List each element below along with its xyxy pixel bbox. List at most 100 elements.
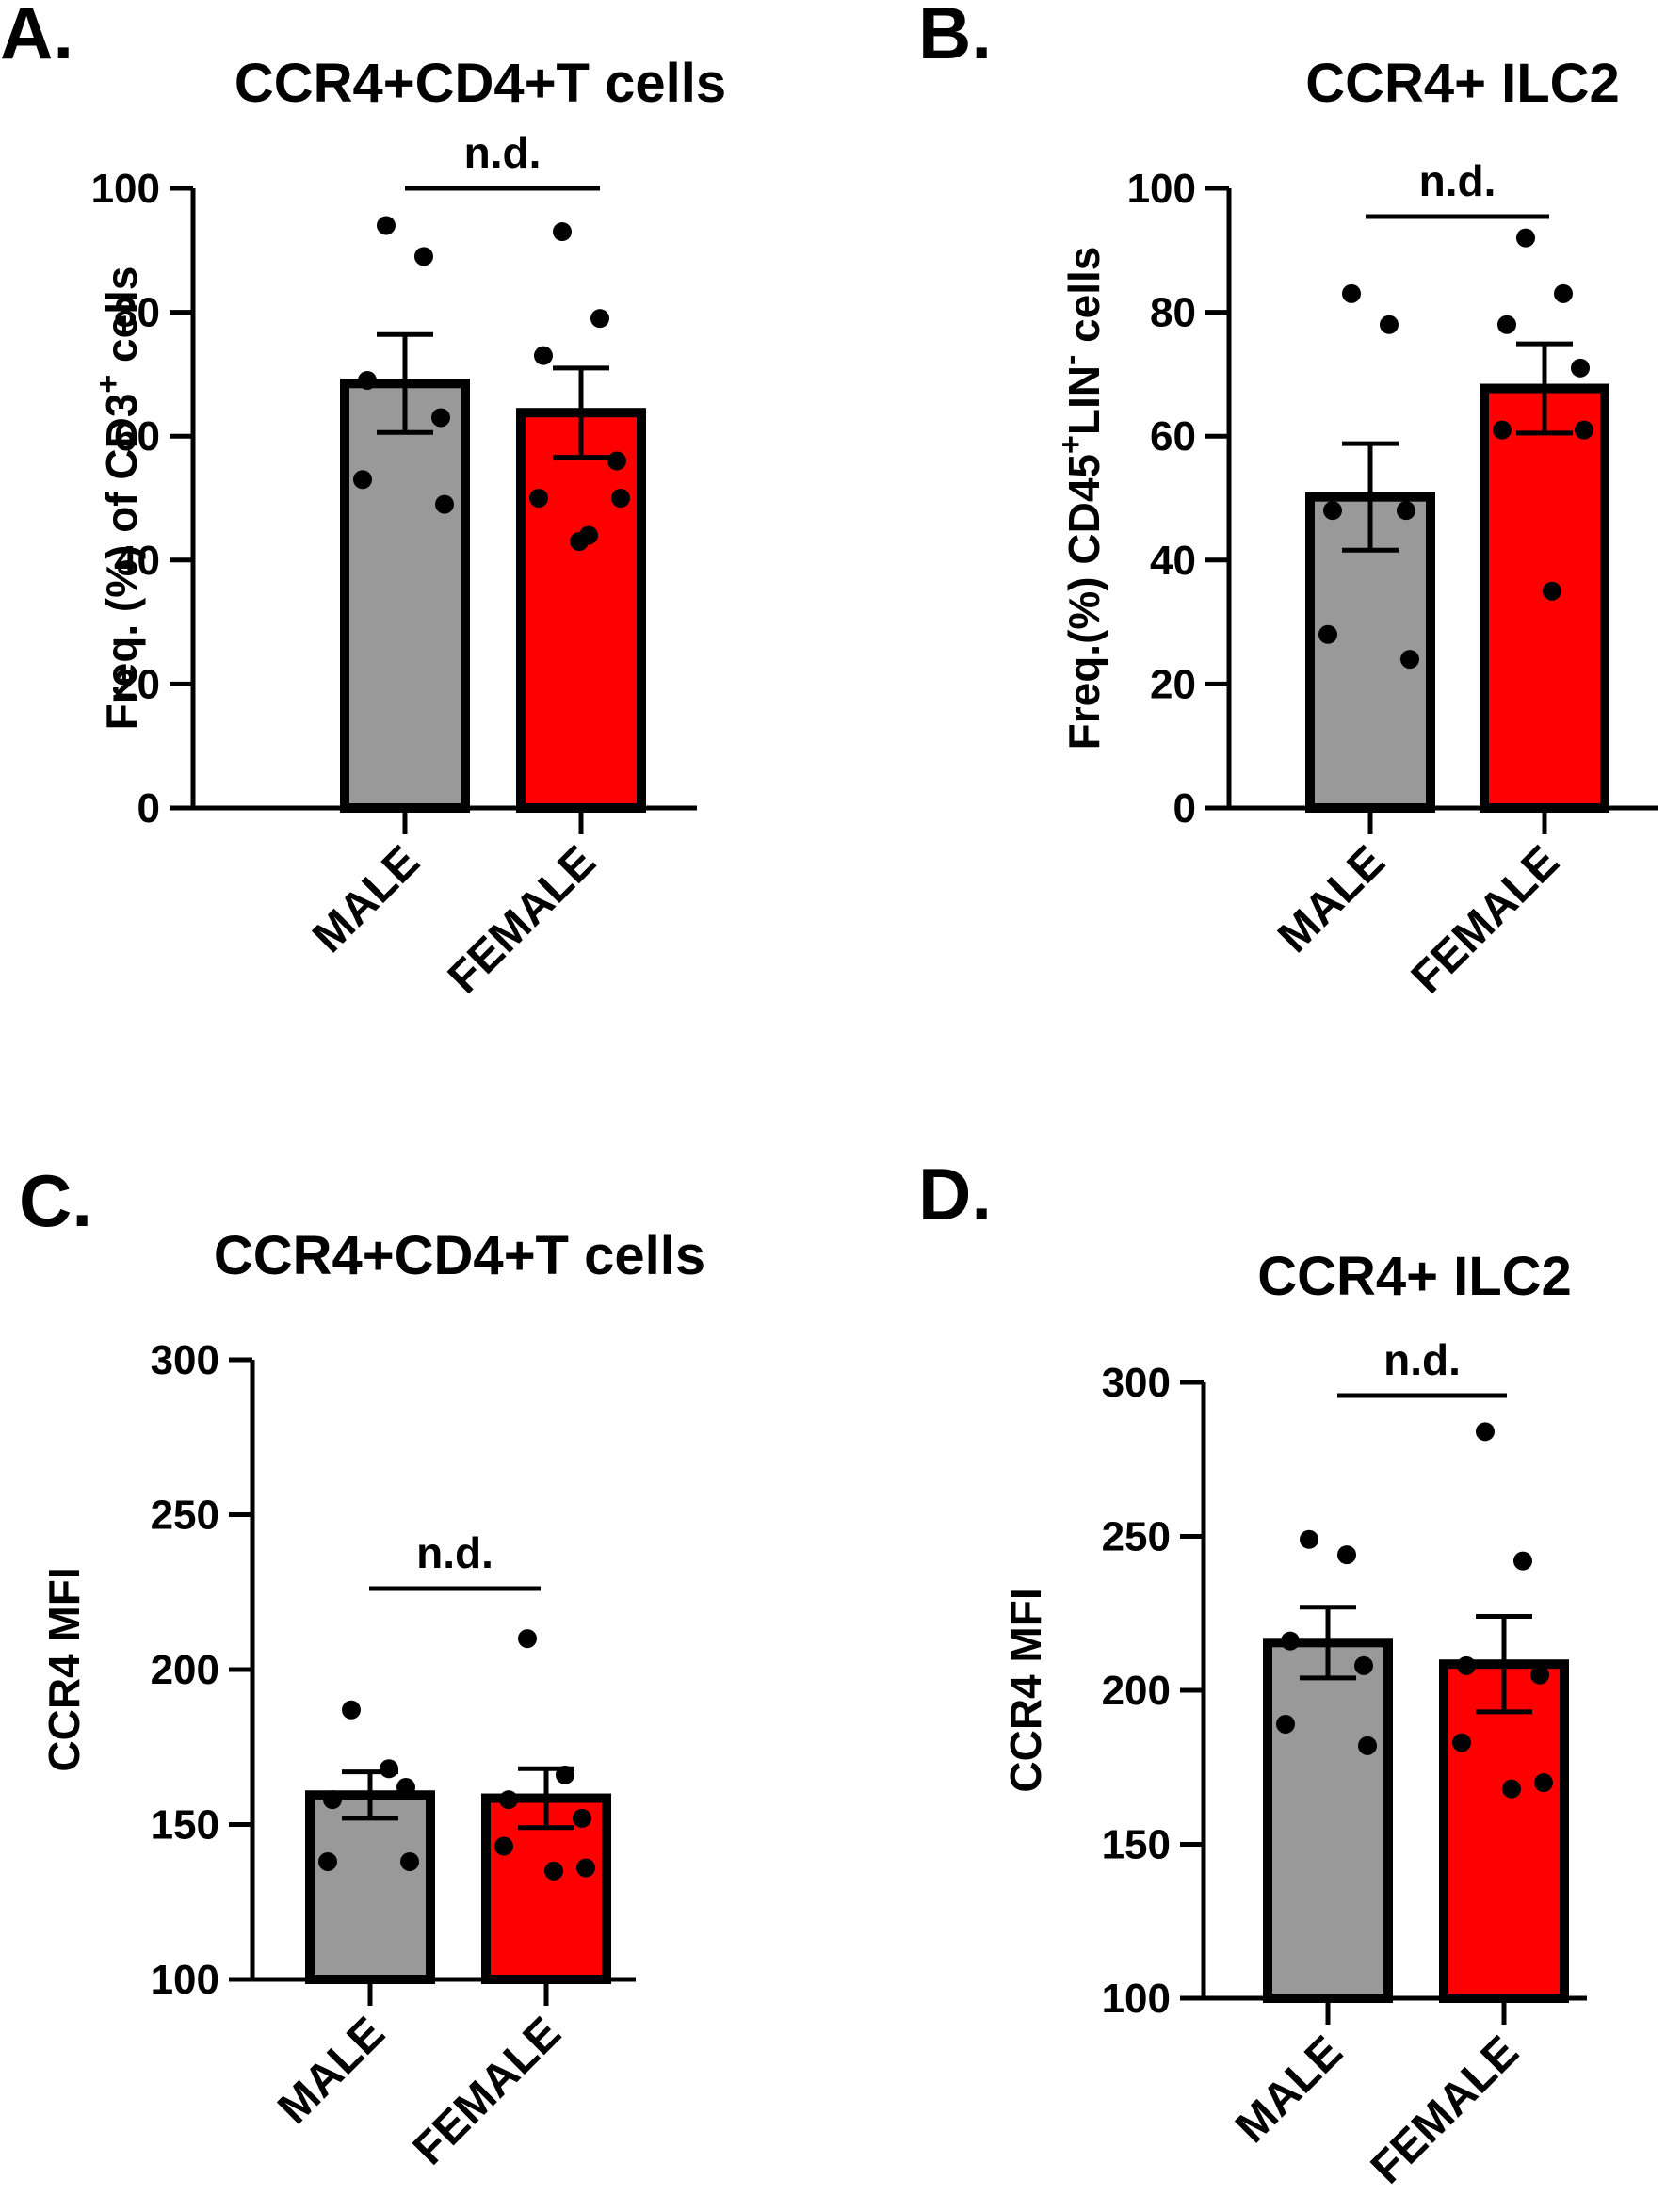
data-point (1342, 283, 1361, 303)
y-tick-label: 100 (1102, 1976, 1171, 2022)
data-point (1476, 1422, 1495, 1442)
data-point (1493, 420, 1512, 440)
y-axis-label: CCR4 MFI (1001, 1588, 1050, 1792)
bar-male (305, 1790, 435, 1984)
y-tick-label: 20 (114, 661, 160, 707)
data-point (1571, 358, 1590, 378)
data-point (323, 1790, 342, 1810)
panel-d: D. CCR4+ ILC2 CCR4 MFI 100 150 200 250 300 MALE F… (918, 1153, 1587, 2193)
panel-label: C. (19, 1159, 92, 1242)
data-point (1397, 501, 1415, 521)
data-point (1513, 1551, 1532, 1571)
y-tick-label: 100 (151, 1957, 219, 2003)
x-category-label: FEMALE (1362, 2026, 1529, 2193)
x-category-label: MALE (303, 836, 429, 962)
y-axis-label-part: Freq. (%) of CD3 (97, 394, 146, 731)
panel-label: D. (918, 1153, 992, 1235)
y-axis-label-part: Freq.(%) CD45 (1059, 454, 1108, 750)
data-point (400, 1851, 419, 1871)
data-point (1534, 1773, 1553, 1793)
data-point (1318, 624, 1337, 644)
data-point (377, 216, 396, 235)
y-tick-label: 200 (151, 1647, 219, 1693)
x-category-label: MALE (1269, 836, 1395, 962)
y-axis-label-superscript: + (1053, 435, 1089, 454)
y-tick-label: 150 (151, 1802, 219, 1849)
data-point (570, 532, 589, 552)
y-axis-label-part: CCR4 MFI (40, 1567, 89, 1771)
data-point (1300, 1529, 1318, 1549)
data-point (1543, 581, 1561, 601)
data-point (553, 222, 572, 242)
data-point (1358, 1736, 1377, 1755)
data-point (1457, 1655, 1476, 1675)
data-point (494, 1836, 513, 1856)
y-tick-label: 300 (1102, 1360, 1171, 1406)
data-point (358, 370, 377, 390)
y-axis-label-part: cells (97, 266, 146, 375)
data-point (529, 489, 548, 508)
y-tick-label: 0 (137, 785, 160, 832)
panel-b: B. CCR4+ ILC2 Freq.(%) CD45+LIN- cells 0 20 4… (918, 0, 1658, 1003)
bar-female (1480, 383, 1609, 813)
bar-male (1263, 1638, 1393, 2003)
y-tick-label: 60 (1150, 413, 1196, 460)
data-point (1452, 1733, 1471, 1752)
data-point (544, 1861, 563, 1881)
data-point (576, 1858, 595, 1878)
panel-label: B. (918, 0, 992, 74)
bar-female (516, 408, 646, 813)
data-point (1502, 1779, 1521, 1799)
significance-label: n.d. (1383, 1335, 1461, 1384)
data-point (1337, 1545, 1356, 1565)
y-axis-label-superscript: + (90, 375, 126, 394)
data-point (1400, 650, 1419, 670)
y-tick-label: 40 (114, 538, 160, 584)
data-point (607, 451, 626, 471)
data-point (534, 346, 553, 365)
x-category-label: FEMALE (404, 2008, 571, 2174)
data-point (396, 1778, 415, 1798)
y-axis-label-part: CCR4 MFI (1001, 1588, 1050, 1792)
y-tick-label: 200 (1102, 1668, 1171, 1714)
data-point (1497, 315, 1516, 334)
data-point (380, 1759, 398, 1779)
y-tick-label: 20 (1150, 661, 1196, 707)
y-tick-label: 80 (114, 290, 160, 336)
data-point (573, 1808, 591, 1828)
x-category-label: MALE (1226, 2026, 1352, 2153)
data-point (1575, 420, 1593, 440)
y-tick-label: 250 (1102, 1514, 1171, 1560)
y-tick-label: 0 (1173, 785, 1196, 832)
bar-female (1439, 1659, 1569, 2003)
panel-c: C. CCR4+CD4+T cells CCR4 MFI 100 150 200 250 30… (19, 1159, 705, 2174)
bar-male (340, 379, 470, 813)
y-tick-label: 250 (151, 1493, 219, 1539)
significance-label: n.d. (464, 128, 542, 177)
data-point (1323, 501, 1342, 521)
chart-title: CCR4+ ILC2 (1257, 1246, 1572, 1307)
chart-title: CCR4+CD4+T cells (235, 53, 726, 114)
data-point (590, 309, 609, 329)
y-tick-label: 80 (1150, 290, 1196, 336)
y-tick-label: 150 (1102, 1822, 1171, 1868)
y-tick-label: 100 (1127, 166, 1196, 212)
data-point (518, 1629, 537, 1649)
y-tick-label: 60 (114, 413, 160, 460)
data-point (1281, 1631, 1300, 1651)
y-tick-label: 100 (91, 166, 160, 212)
panel-a: A. CCR4+CD4+T cells Freq. (%) of CD3+ cell… (0, 0, 726, 1003)
x-category-label: MALE (268, 2008, 395, 2134)
y-axis-label-part: cells (1059, 247, 1108, 355)
data-point (342, 1700, 361, 1720)
y-axis-label-superscript: - (1053, 355, 1089, 365)
data-point (318, 1851, 337, 1871)
panel-label: A. (0, 0, 73, 74)
data-point (1354, 1655, 1373, 1675)
significance-label: n.d. (1419, 156, 1496, 205)
data-point (435, 494, 454, 514)
significance-label: n.d. (416, 1528, 493, 1577)
data-point (611, 489, 630, 508)
y-axis-label: CCR4 MFI (40, 1567, 89, 1771)
